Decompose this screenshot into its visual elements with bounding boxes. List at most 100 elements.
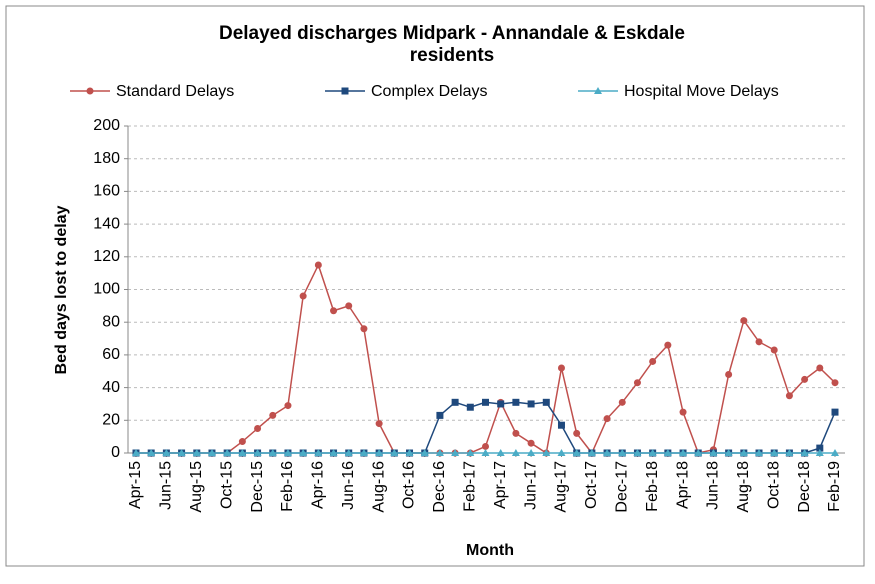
- point: [466, 449, 475, 456]
- point: [299, 292, 307, 300]
- point: [618, 449, 627, 456]
- legend-label: Standard Delays: [116, 83, 234, 100]
- point: [435, 449, 444, 456]
- x-tick-label: Dec-17: [613, 461, 630, 513]
- point: [482, 442, 489, 450]
- y-axis-label: Bed days lost to delay: [53, 205, 70, 374]
- point: [801, 375, 809, 383]
- point: [739, 449, 748, 456]
- x-tick-label: Jun-16: [340, 461, 357, 510]
- point: [587, 449, 596, 456]
- point: [594, 87, 602, 94]
- y-tick-label: 40: [102, 379, 120, 396]
- point: [572, 449, 581, 456]
- point: [800, 449, 809, 456]
- point: [496, 449, 505, 456]
- x-tick-label: Oct-16: [401, 461, 418, 509]
- point: [359, 449, 368, 456]
- point: [344, 449, 353, 456]
- point: [238, 438, 246, 446]
- point: [770, 449, 779, 456]
- point: [755, 338, 763, 346]
- point: [527, 449, 536, 456]
- point: [679, 408, 687, 416]
- point: [192, 449, 201, 456]
- x-tick-label: Apr-18: [674, 461, 691, 509]
- point: [283, 449, 292, 456]
- point: [162, 449, 171, 456]
- point: [527, 400, 535, 408]
- x-tick-label: Oct-17: [583, 461, 600, 509]
- x-tick-label: Apr-15: [127, 461, 144, 509]
- point: [341, 87, 349, 95]
- x-tick-label: Dec-18: [796, 461, 813, 513]
- x-axis-label: Month: [466, 542, 514, 559]
- point: [314, 449, 323, 456]
- point: [238, 449, 247, 456]
- point: [375, 449, 384, 456]
- point: [345, 302, 353, 310]
- point: [740, 317, 748, 325]
- chart-border: [5, 5, 865, 567]
- y-tick-label: 140: [93, 215, 120, 232]
- point: [664, 341, 672, 349]
- point: [557, 449, 566, 456]
- point: [557, 364, 565, 372]
- point: [603, 449, 612, 456]
- point: [618, 398, 626, 406]
- point: [725, 371, 733, 379]
- point: [649, 357, 657, 365]
- y-tick-label: 160: [93, 183, 120, 200]
- point: [481, 449, 490, 456]
- point: [831, 379, 839, 387]
- point: [390, 449, 399, 456]
- point: [299, 449, 308, 456]
- point: [482, 398, 489, 406]
- y-tick-label: 120: [93, 248, 120, 265]
- x-tick-label: Oct-15: [218, 461, 235, 509]
- point: [755, 449, 764, 456]
- legend-label: Complex Delays: [371, 83, 487, 100]
- point: [511, 449, 520, 456]
- x-tick-label: Feb-19: [826, 461, 843, 512]
- x-tick-label: Feb-18: [644, 461, 661, 512]
- point: [831, 408, 839, 416]
- point: [542, 398, 550, 406]
- x-tick-label: Dec-16: [431, 461, 448, 513]
- point: [663, 449, 672, 456]
- x-tick-label: Aug-17: [553, 461, 570, 513]
- point: [405, 449, 414, 456]
- point: [375, 420, 383, 428]
- x-tick-label: Jun-17: [522, 461, 539, 510]
- x-tick-label: Feb-17: [462, 461, 479, 512]
- point: [86, 87, 94, 95]
- point: [223, 449, 232, 456]
- x-tick-label: Jun-18: [705, 461, 722, 510]
- point: [177, 449, 186, 456]
- y-tick-label: 200: [93, 117, 120, 134]
- x-tick-label: Oct-18: [765, 461, 782, 509]
- point: [284, 402, 292, 410]
- point: [527, 439, 535, 447]
- x-tick-label: Apr-17: [492, 461, 509, 509]
- point: [648, 449, 657, 456]
- y-tick-label: 0: [111, 444, 120, 461]
- point: [815, 449, 824, 456]
- chart-title: Delayed discharges Midpark - Annandale &…: [219, 23, 685, 66]
- point: [497, 400, 505, 408]
- point: [709, 449, 718, 456]
- point: [360, 325, 368, 333]
- point: [451, 449, 460, 456]
- point: [466, 403, 474, 411]
- y-tick-label: 100: [93, 281, 120, 298]
- point: [269, 411, 277, 419]
- point: [816, 364, 824, 372]
- point: [831, 449, 839, 456]
- point: [512, 398, 520, 406]
- point: [679, 449, 688, 456]
- y-tick-label: 60: [102, 346, 120, 363]
- point: [254, 424, 262, 432]
- point: [785, 392, 793, 400]
- x-tick-label: Apr-16: [310, 461, 327, 509]
